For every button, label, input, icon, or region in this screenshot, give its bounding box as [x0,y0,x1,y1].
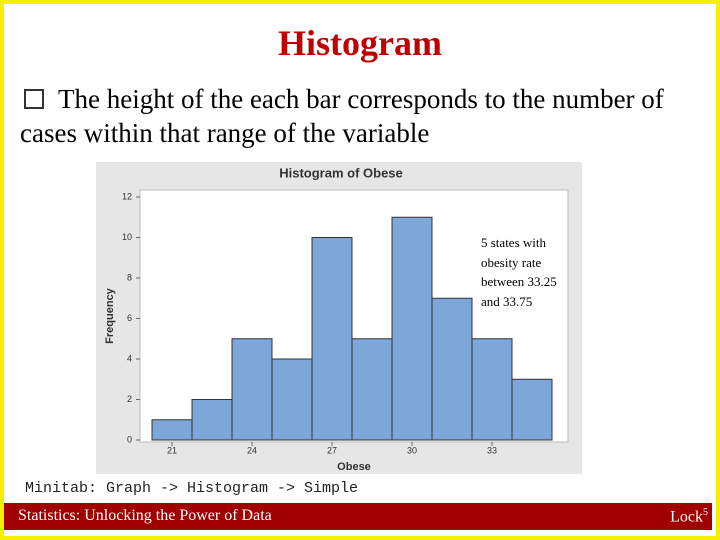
x-tick-label: 21 [167,445,177,455]
x-tick-label: 30 [407,445,417,455]
chart-title: Histogram of Obese [279,165,403,180]
y-tick-label: 0 [127,434,132,444]
bar [191,399,233,441]
footer-right: Lock5 [670,507,708,526]
slide-title: Histogram [278,23,442,63]
y-tick-label: 8 [127,272,132,282]
footer-brand: Lock [670,508,703,526]
y-tick-label: 10 [122,232,132,242]
x-tick-label: 27 [327,445,337,455]
y-tick-label: 6 [127,313,132,323]
annotation: 5 states with obesity rate between 33.25… [481,235,557,309]
y-tick-label: 4 [127,353,132,363]
x-axis-label: Obese [337,461,371,473]
bar [271,358,313,441]
bullet: The height of the each bar corresponds t… [20,82,710,150]
bar [231,338,273,441]
footer-left: Statistics: Unlocking the Power of Data [18,507,272,524]
bar [431,297,473,441]
bullet-box [24,89,44,109]
bar [471,338,513,441]
y-tick-label: 12 [122,191,132,201]
footer: Statistics: Unlocking the Power of Data … [4,503,712,530]
y-tick-label: 2 [127,394,132,404]
bar [391,216,433,441]
x-tick-label: 24 [247,445,257,455]
bar [351,338,393,441]
x-tick-label: 33 [487,445,497,455]
note: Minitab: Graph -> Histogram -> Simple [25,480,359,497]
bar [151,419,193,441]
bar [511,378,553,441]
bullet-text: The height of the each bar corresponds t… [20,84,664,148]
bar [311,237,353,441]
y-axis-label: Frequency [104,287,116,344]
footer-sup: 5 [703,507,708,518]
